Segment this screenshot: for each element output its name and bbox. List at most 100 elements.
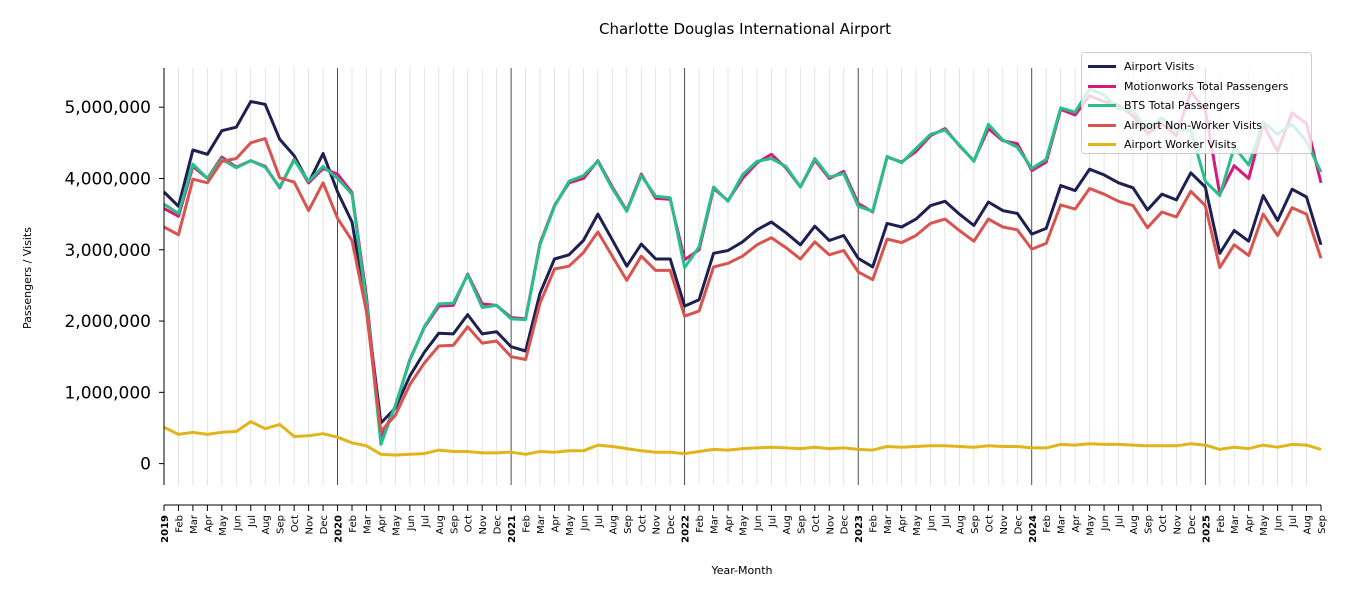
x-tick-label: Dec <box>840 515 851 534</box>
x-tick-label: Mar <box>1057 514 1068 534</box>
x-tick-label: Aug <box>261 515 272 535</box>
x-tick-label: Feb <box>869 515 880 533</box>
x-tick-label: May <box>1086 515 1097 536</box>
x-tick-label: May <box>565 515 576 536</box>
x-tick-label: Sep <box>276 515 287 534</box>
x-tick-label: 2023 <box>854 515 865 543</box>
x-tick-label: 2022 <box>681 515 692 543</box>
x-tick-label: Jun <box>927 515 938 532</box>
x-tick-label: Oct <box>290 515 301 532</box>
x-tick-label: Aug <box>782 515 793 535</box>
legend-item: Airport Non-Worker Visits <box>1088 116 1305 136</box>
x-tick-label: Sep <box>1317 515 1328 534</box>
x-tick-label: 2025 <box>1201 515 1212 543</box>
x-tick-label: Mar <box>1230 514 1241 534</box>
legend-item: Motionworks Total Passengers <box>1088 77 1305 97</box>
x-tick-label: Oct <box>984 515 995 532</box>
x-tick-label: Oct <box>464 515 475 532</box>
x-tick-label: Mar <box>710 514 721 534</box>
x-tick-label: Nov <box>305 515 316 535</box>
x-tick-label: Mar <box>189 514 200 534</box>
legend-swatch <box>1088 123 1116 127</box>
x-tick-label: Nov <box>999 515 1010 535</box>
legend-label: BTS Total Passengers <box>1124 99 1241 113</box>
grid-lines <box>178 68 1307 485</box>
x-tick-label: Aug <box>955 515 966 535</box>
x-tick-label: Jul <box>594 515 605 528</box>
x-tick-label: Jul <box>941 515 952 528</box>
x-tick-label: Apr <box>1071 514 1082 532</box>
y-tick-label: 2,000,000 <box>64 312 151 332</box>
x-tick-label: Jun <box>1100 515 1111 532</box>
x-tick-label: Sep <box>1143 515 1154 534</box>
legend: Airport Visits Motionworks Total Passenge… <box>1081 52 1312 154</box>
x-axis-label: Year-Month <box>710 564 772 577</box>
x-tick-label: Sep <box>796 515 807 534</box>
x-tick-label: Apr <box>203 514 214 532</box>
x-tick-label: Jul <box>420 515 431 528</box>
x-tick-label: Feb <box>348 515 359 533</box>
x-tick-label: Nov <box>1172 515 1183 535</box>
x-tick-label: Dec <box>319 515 330 534</box>
legend-swatch <box>1088 84 1116 88</box>
y-tick-label: 0 <box>140 455 151 475</box>
x-tick-label: Sep <box>970 515 981 534</box>
x-tick-label: 2024 <box>1028 515 1039 543</box>
x-tick-label: Jun <box>579 515 590 532</box>
x-tick-label: Feb <box>522 515 533 533</box>
x-tick-label: Sep <box>449 515 460 534</box>
x-tick-label: Mar <box>362 514 373 534</box>
series-line <box>163 420 1322 457</box>
x-tick-label: Jul <box>1288 515 1299 528</box>
x-tick-label: May <box>739 515 750 536</box>
x-tick-label: Oct <box>811 515 822 532</box>
x-tick-label: Apr <box>377 514 388 532</box>
legend-label: Airport Non-Worker Visits <box>1124 118 1263 132</box>
x-tick-label: Feb <box>1216 515 1227 533</box>
x-tick-label: May <box>912 515 923 536</box>
y-tick-label: 3,000,000 <box>64 241 151 261</box>
x-tick-label: Oct <box>1158 515 1169 532</box>
x-tick-label: Dec <box>666 515 677 534</box>
legend-item: Airport Worker Visits <box>1088 135 1305 155</box>
x-tick-label: Jun <box>1274 515 1285 532</box>
x-tick-label: Jun <box>753 515 764 532</box>
legend-swatch <box>1088 143 1116 147</box>
x-tick-label: Dec <box>1013 515 1024 534</box>
x-tick-label: Dec <box>1187 515 1198 534</box>
legend-swatch <box>1088 65 1116 69</box>
series-line <box>163 137 1323 433</box>
y-tick-label: 1,000,000 <box>64 383 151 403</box>
chart-title: Charlotte Douglas International Airport <box>599 20 891 38</box>
x-tick-label: Apr <box>550 514 561 532</box>
x-tick-label: Apr <box>724 514 735 532</box>
legend-label: Airport Visits <box>1124 60 1195 74</box>
x-tick-label: Jul <box>1115 515 1126 528</box>
x-tick-label: Dec <box>493 515 504 534</box>
x-tick-label: Jul <box>247 515 258 528</box>
x-tick-label: Feb <box>1042 515 1053 533</box>
x-tick-label: May <box>218 515 229 536</box>
legend-label: Airport Worker Visits <box>1124 138 1237 152</box>
x-tick-label: Aug <box>435 515 446 535</box>
y-tick-label: 5,000,000 <box>64 98 151 118</box>
x-tick-label: Nov <box>652 515 663 535</box>
x-tick-label: May <box>1259 515 1270 536</box>
legend-label: Motionworks Total Passengers <box>1124 79 1289 93</box>
x-tick-label: Mar <box>883 514 894 534</box>
x-tick-label: Apr <box>898 514 909 532</box>
x-tick-label: Nov <box>825 515 836 535</box>
x-tick-label: Aug <box>1303 515 1314 535</box>
x-tick-label: May <box>391 515 402 536</box>
x-tick-label: Aug <box>608 515 619 535</box>
x-tick-label: Jul <box>767 515 778 528</box>
x-tick-label: Oct <box>637 515 648 532</box>
x-tick-label: Apr <box>1245 514 1256 532</box>
series-line <box>162 100 1323 425</box>
x-tick-label: 2021 <box>507 515 518 543</box>
legend-swatch <box>1088 104 1116 108</box>
x-tick-label: 2019 <box>160 515 171 543</box>
y-tick-label: 4,000,000 <box>64 169 151 189</box>
x-tick-label: Aug <box>1129 515 1140 535</box>
